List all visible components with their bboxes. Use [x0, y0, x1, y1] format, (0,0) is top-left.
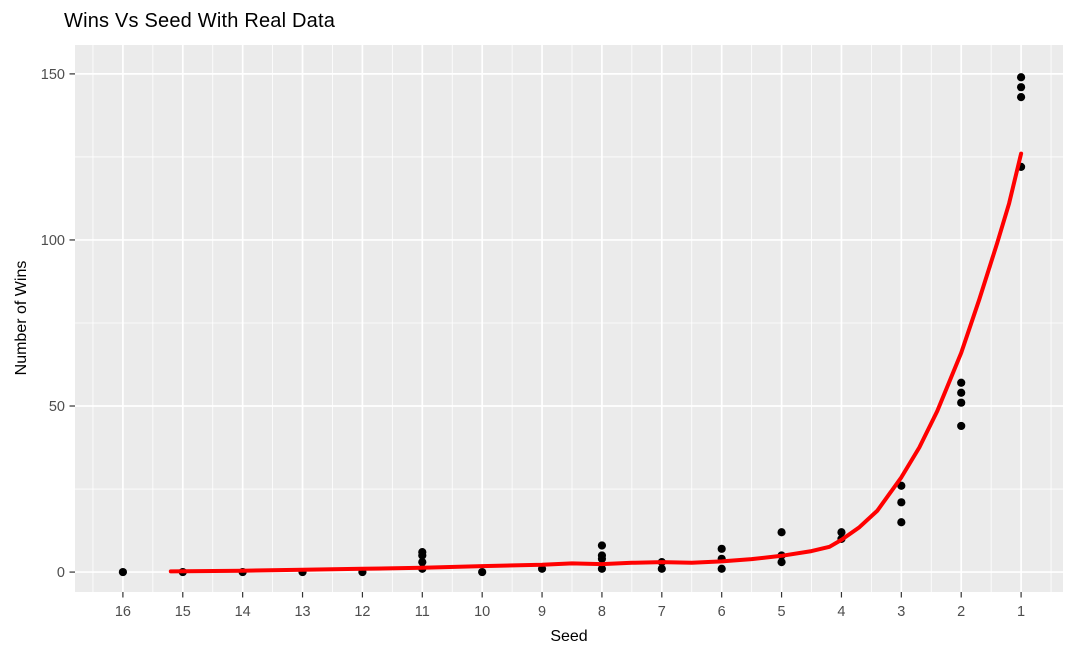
scatter-points: [118, 73, 1026, 577]
data-point: [957, 378, 966, 387]
data-point: [957, 398, 966, 407]
x-axis-title: Seed: [550, 628, 588, 645]
x-tick-label: 13: [294, 604, 310, 620]
x-tick-label: 3: [897, 604, 905, 620]
x-tick-label: 9: [538, 604, 546, 620]
x-tick-label: 16: [115, 604, 131, 620]
data-point: [837, 528, 846, 537]
data-point: [777, 558, 786, 567]
data-point: [777, 528, 786, 537]
chart-title: Wins Vs Seed With Real Data: [64, 10, 336, 32]
data-point: [118, 567, 128, 577]
x-tick-label: 11: [415, 604, 430, 620]
data-point: [1016, 93, 1026, 102]
data-point: [597, 564, 607, 573]
data-point: [897, 498, 906, 507]
data-point: [717, 564, 726, 573]
x-tick-label: 7: [658, 604, 666, 620]
x-tick-label: 2: [957, 604, 965, 620]
data-point: [957, 421, 966, 431]
y-tick-label: 0: [57, 565, 65, 581]
data-point: [1016, 83, 1026, 92]
data-point: [1016, 73, 1026, 82]
smooth-line: [168, 151, 1024, 574]
data-point: [957, 388, 966, 397]
data-point: [657, 564, 666, 573]
x-tick-label: 10: [474, 604, 490, 620]
y-tick-label: 150: [41, 67, 65, 83]
data-point: [418, 558, 427, 567]
x-tick-label: 8: [598, 604, 606, 620]
y-axis-title: Number of Wins: [13, 260, 30, 376]
x-tick-label: 15: [175, 604, 191, 620]
x-tick-label: 1: [1017, 604, 1025, 620]
axis-ticks: [69, 73, 1022, 598]
x-tick-label: 5: [778, 604, 786, 620]
y-tick-label: 100: [41, 233, 65, 249]
data-point: [478, 567, 487, 577]
y-tick-label: 50: [49, 399, 65, 415]
data-point: [418, 551, 427, 560]
x-tick-label: 6: [718, 604, 726, 620]
major-gridlines: [75, 45, 1063, 592]
x-tick-label: 4: [837, 604, 845, 620]
data-point: [717, 544, 726, 553]
x-tick-label: 12: [354, 604, 370, 620]
data-point: [597, 554, 607, 563]
data-point: [897, 518, 906, 527]
x-tick-label: 14: [235, 604, 251, 620]
minor-gridlines: [75, 45, 1063, 592]
panel-background: [75, 45, 1063, 592]
data-point: [597, 541, 607, 550]
data-point: [897, 481, 906, 490]
